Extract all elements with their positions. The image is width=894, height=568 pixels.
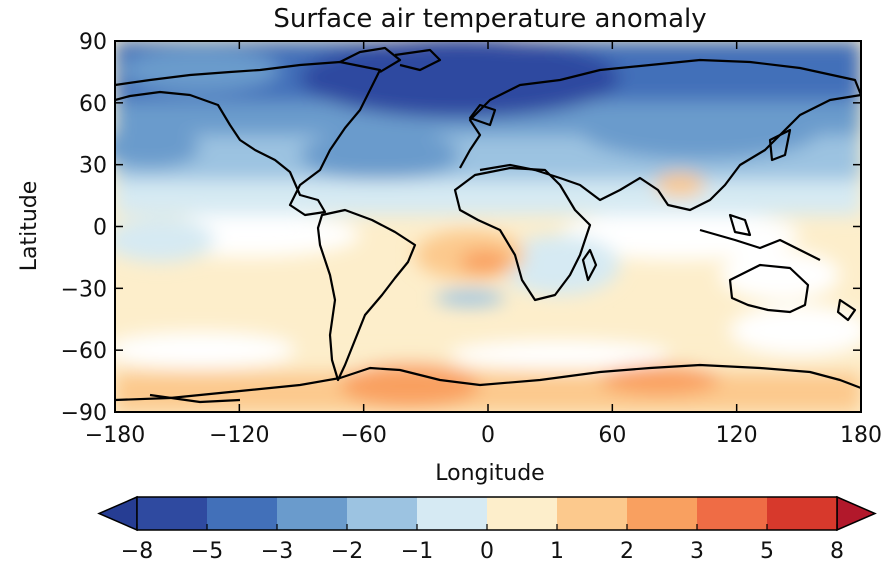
colorbar-swatch	[207, 497, 278, 530]
colorbar-swatch	[557, 497, 628, 530]
colorbar-swatch	[137, 497, 208, 530]
x-tick-label: 0	[481, 423, 495, 448]
colorbar-extend-low	[97, 495, 138, 532]
colorbar-tick-label: 3	[690, 539, 704, 564]
colorbar-tick-label: 5	[760, 539, 774, 564]
coast-eurasia	[459, 58, 861, 212]
colorbar-swatch	[417, 497, 488, 530]
y-tick-label: 0	[93, 216, 107, 241]
anomaly-field	[115, 41, 861, 412]
colorbar-swatch	[767, 497, 838, 530]
colorbar-swatch	[627, 497, 698, 530]
y-tick-label: −60	[61, 339, 107, 364]
y-tick-label: 30	[79, 154, 107, 179]
colorbar-tick-label: 0	[480, 539, 494, 564]
x-tick-label: −180	[85, 423, 145, 448]
coast-australia	[728, 263, 810, 314]
colorbar-swatch	[697, 497, 768, 530]
coast-south-america	[316, 208, 417, 382]
colorbar-tick-label: 1	[550, 539, 564, 564]
colorbar-swatch	[487, 497, 558, 530]
colorbar-extend-high	[836, 495, 877, 532]
y-axis-label: Latitude	[17, 181, 42, 272]
map-title: Surface air temperature anomaly	[273, 4, 706, 34]
colorbar-tick-label: 8	[830, 539, 844, 564]
x-axis-ticks: −180 −120 −60 0 60 120 180	[85, 41, 882, 448]
colorbar-tick-label: −5	[191, 539, 223, 564]
coastlines	[115, 46, 861, 404]
colorbar-tick-label: −1	[401, 539, 433, 564]
x-tick-label: −120	[209, 423, 269, 448]
y-tick-label: 90	[79, 30, 107, 55]
map-panel: −180 −120 −60 0 60 120 180 90 60 30 0 −30 −60 −90	[61, 30, 882, 448]
x-tick-label: 120	[716, 423, 758, 448]
y-tick-label: 60	[79, 92, 107, 117]
x-axis-label: Longitude	[435, 461, 544, 486]
y-axis-ticks: 90 60 30 0 −30 −60 −90	[61, 30, 861, 426]
x-tick-label: 180	[840, 423, 882, 448]
colorbar: −8 −5 −3 −2 −1 0 1 2 3 5 8	[97, 495, 877, 564]
x-tick-label: 60	[598, 423, 626, 448]
colorbar-tick-label: −3	[261, 539, 293, 564]
colorbar-tick-label: −2	[331, 539, 363, 564]
y-tick-label: −90	[61, 401, 107, 426]
coast-north-america	[115, 60, 382, 217]
coast-antarctica	[115, 363, 861, 402]
y-tick-label: −30	[61, 277, 107, 302]
colorbar-swatch	[347, 497, 418, 530]
colorbar-tick-label: −8	[121, 539, 153, 564]
colorbar-tick-label: 2	[620, 539, 634, 564]
x-tick-label: −60	[340, 423, 386, 448]
colorbar-swatch	[277, 497, 348, 530]
